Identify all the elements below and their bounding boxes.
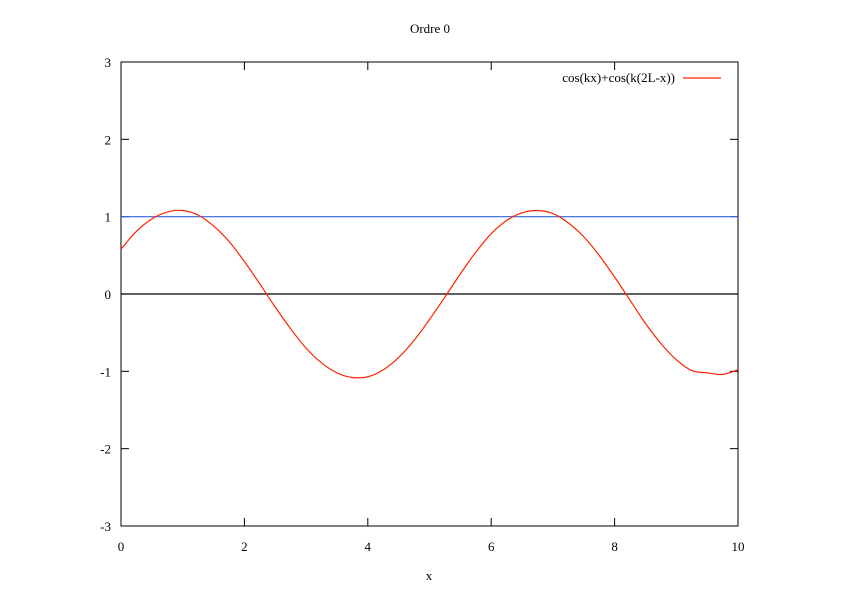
- y-tick-label: -3: [100, 519, 111, 534]
- y-tick-label: 0: [105, 287, 112, 302]
- chart-title: Ordre 0: [410, 21, 450, 36]
- x-tick-label: 2: [241, 539, 248, 554]
- x-tick-label: 4: [365, 539, 372, 554]
- legend-label-series-1: cos(kx)+cos(k(2L-x)): [562, 70, 675, 85]
- x-axis-label: x: [426, 568, 433, 583]
- series-line-cos-sum: [120, 209, 739, 379]
- y-tick-label: 1: [105, 210, 112, 225]
- y-tick-label: -1: [100, 364, 111, 379]
- axis-tick-labels: 0 2 4 6 8 10 -3 -2 -1 0 1 2 3: [100, 55, 744, 554]
- y-tick-label: 2: [105, 132, 112, 147]
- x-tick-label: 6: [488, 539, 495, 554]
- x-tick-label: 0: [118, 539, 125, 554]
- x-tick-label: 10: [732, 539, 745, 554]
- y-tick-label: 3: [105, 55, 112, 70]
- y-tick-label: -2: [100, 442, 111, 457]
- x-tick-label: 8: [611, 539, 618, 554]
- legend: cos(kx)+cos(k(2L-x)): [562, 70, 721, 85]
- series-layer: [120, 209, 739, 379]
